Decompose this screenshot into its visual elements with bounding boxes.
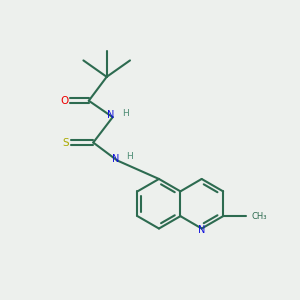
Text: S: S [62,137,69,148]
Text: H: H [126,152,133,161]
Text: O: O [60,96,68,106]
Text: N: N [112,154,119,164]
Text: CH₃: CH₃ [251,212,267,220]
Text: H: H [122,109,129,118]
Text: N: N [198,225,205,235]
Text: N: N [107,110,115,120]
